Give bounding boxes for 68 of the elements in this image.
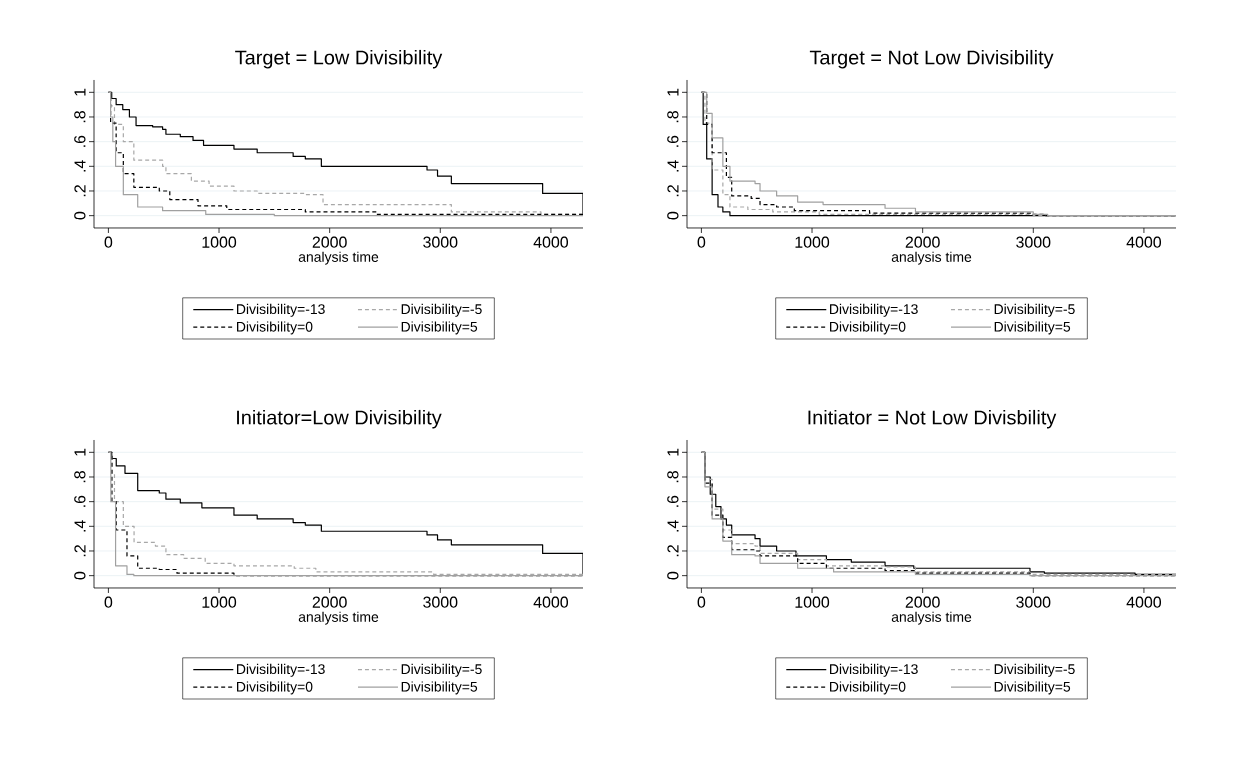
x-tick-label: 0 (697, 596, 706, 608)
legend-label: Divisibility=5 (401, 681, 478, 695)
y-tick-label: .2 (74, 545, 86, 557)
chart-title: Target = Low Divisibility (235, 49, 443, 69)
x-tick-label: 4000 (1126, 236, 1162, 248)
chart-title: Target = Not Low Divisibility (809, 49, 1054, 69)
x-axis-title: analysis time (891, 251, 972, 265)
x-tick-label: 1000 (795, 596, 830, 608)
x-tick-label: 1000 (202, 236, 237, 248)
legend-label: Divisibility=-13 (830, 663, 918, 677)
y-tick-label: .4 (74, 520, 86, 532)
x-tick-label: 3000 (1016, 596, 1051, 608)
y-tick-label: .6 (667, 495, 679, 507)
x-tick-label: 1000 (795, 236, 830, 248)
x-axis-title: analysis time (298, 251, 379, 265)
y-tick-label: .4 (667, 160, 679, 172)
x-tick-label: 4000 (533, 596, 569, 608)
chart-title: Initiator = Not Low Divisbility (808, 409, 1057, 429)
x-tick-label: 2000 (312, 236, 347, 248)
y-tick-label: 1 (667, 448, 679, 456)
x-tick-label: 2000 (905, 236, 940, 248)
y-tick-label: .8 (74, 471, 86, 483)
x-tick-label: 0 (104, 236, 113, 248)
x-tick-label: 3000 (423, 596, 458, 608)
legend-label: Divisibility=-5 (994, 303, 1075, 317)
y-tick-label: .8 (667, 111, 679, 123)
y-tick-label: .2 (667, 185, 679, 197)
legend-label: Divisibility=0 (237, 681, 313, 695)
y-tick-label: 0 (667, 211, 679, 220)
legend-label: Divisibility=-13 (830, 303, 918, 317)
y-tick-label: .6 (74, 135, 86, 147)
x-axis-title: analysis time (298, 611, 379, 625)
x-tick-label: 2000 (905, 596, 940, 608)
legend-label: Divisibility=-5 (994, 663, 1075, 677)
y-tick-label: .2 (667, 545, 679, 557)
y-tick-label: .4 (74, 160, 86, 172)
x-tick-label: 4000 (1126, 596, 1162, 608)
legend-label: Divisibility=0 (830, 681, 906, 695)
legend-label: Divisibility=5 (401, 321, 478, 335)
y-tick-label: 1 (74, 448, 86, 456)
y-tick-label: 1 (74, 88, 86, 96)
y-tick-label: .6 (74, 495, 86, 507)
x-tick-label: 4000 (533, 236, 569, 248)
y-tick-label: .6 (667, 135, 679, 147)
x-tick-label: 0 (104, 596, 113, 608)
x-axis-title: analysis time (891, 611, 972, 625)
y-tick-label: 0 (74, 571, 86, 580)
chart-title: Initiator=Low Divisibility (237, 409, 442, 429)
legend-label: Divisibility=-5 (401, 303, 482, 317)
legend-label: Divisibility=5 (994, 681, 1071, 695)
legend-label: Divisibility=5 (994, 321, 1071, 335)
y-tick-label: .8 (74, 111, 86, 123)
x-tick-label: 3000 (1016, 236, 1051, 248)
legend-label: Divisibility=-13 (237, 663, 325, 677)
y-tick-label: 1 (667, 88, 679, 96)
x-tick-label: 0 (697, 236, 706, 248)
y-tick-label: .4 (667, 520, 679, 532)
legend-label: Divisibility=0 (237, 321, 313, 335)
y-tick-label: .2 (74, 185, 86, 197)
y-tick-label: 0 (667, 571, 679, 580)
y-tick-label: .8 (667, 471, 679, 483)
legend-label: Divisibility=-5 (401, 663, 482, 677)
legend-label: Divisibility=-13 (237, 303, 325, 317)
x-tick-label: 1000 (202, 596, 237, 608)
legend-label: Divisibility=0 (830, 321, 906, 335)
y-tick-label: 0 (74, 211, 86, 220)
x-tick-label: 3000 (423, 236, 458, 248)
x-tick-label: 2000 (312, 596, 347, 608)
